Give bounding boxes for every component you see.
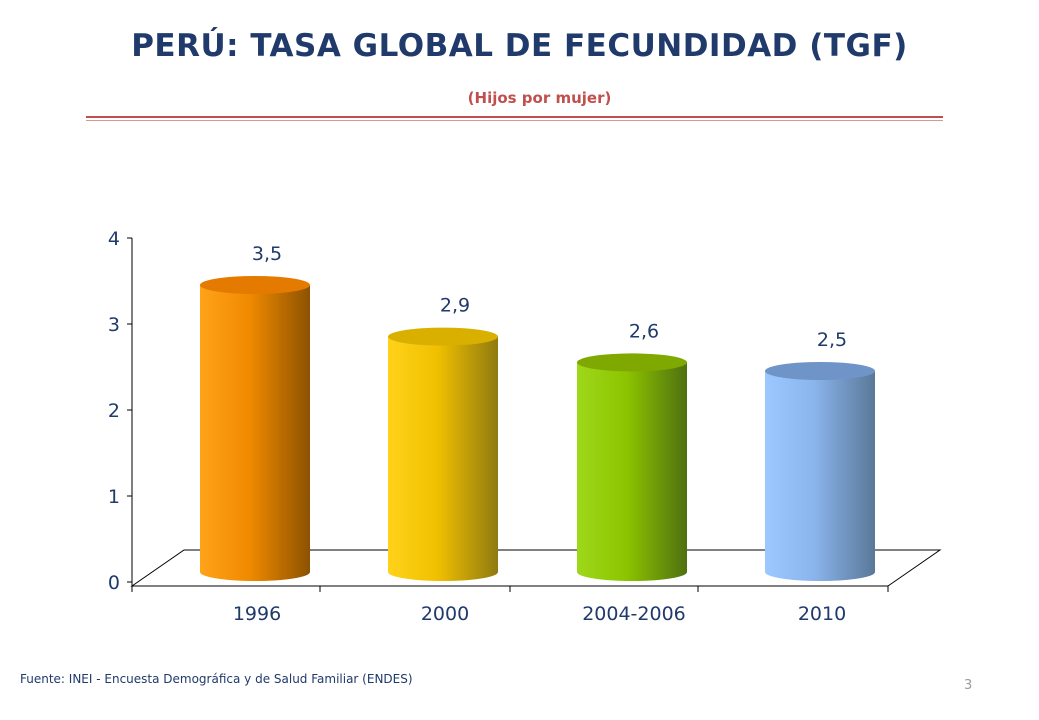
y-tick-label: 1 bbox=[108, 486, 120, 508]
bar-1996 bbox=[200, 276, 310, 581]
title-divider bbox=[86, 116, 943, 118]
data-label: 3,5 bbox=[252, 243, 282, 265]
chart-floor bbox=[130, 549, 942, 587]
bar-2010 bbox=[765, 362, 875, 581]
title-divider-thin bbox=[86, 120, 943, 121]
x-category-label: 2010 bbox=[798, 603, 846, 625]
chart-axes: 0 1 2 3 4 bbox=[108, 228, 942, 594]
x-category-label: 2004-2006 bbox=[582, 603, 686, 625]
y-tick-label: 0 bbox=[108, 572, 120, 594]
source-note: Fuente: INEI - Encuesta Demográfica y de… bbox=[20, 672, 413, 686]
bar-top bbox=[577, 353, 687, 372]
bar-body bbox=[765, 371, 875, 581]
bar-2000 bbox=[388, 327, 498, 581]
bar-body bbox=[388, 336, 498, 581]
y-tick-label: 3 bbox=[108, 314, 120, 336]
y-tick-label: 4 bbox=[108, 228, 120, 250]
bar-top bbox=[200, 276, 310, 294]
page-title: PERÚ: TASA GLOBAL DE FECUNDIDAD (TGF) bbox=[131, 28, 908, 64]
bar-body bbox=[577, 362, 687, 581]
y-tick-label: 2 bbox=[108, 400, 120, 422]
x-category-label: 2000 bbox=[421, 603, 469, 625]
bar-body bbox=[200, 285, 310, 581]
data-label: 2,9 bbox=[440, 295, 470, 317]
data-label: 2,5 bbox=[817, 329, 847, 351]
x-category-label: 1996 bbox=[233, 603, 281, 625]
chart-bars bbox=[200, 276, 875, 581]
data-label: 2,6 bbox=[629, 320, 659, 342]
bar-top bbox=[765, 362, 875, 380]
bar-top bbox=[388, 327, 498, 346]
bar-2004-2006 bbox=[577, 353, 687, 581]
page-subtitle: (Hijos por mujer) bbox=[467, 89, 612, 107]
chart-labels: 3,5 1996 2,9 2000 2,6 2004-2006 2,5 2010 bbox=[233, 243, 847, 625]
page-number: 3 bbox=[964, 678, 973, 693]
